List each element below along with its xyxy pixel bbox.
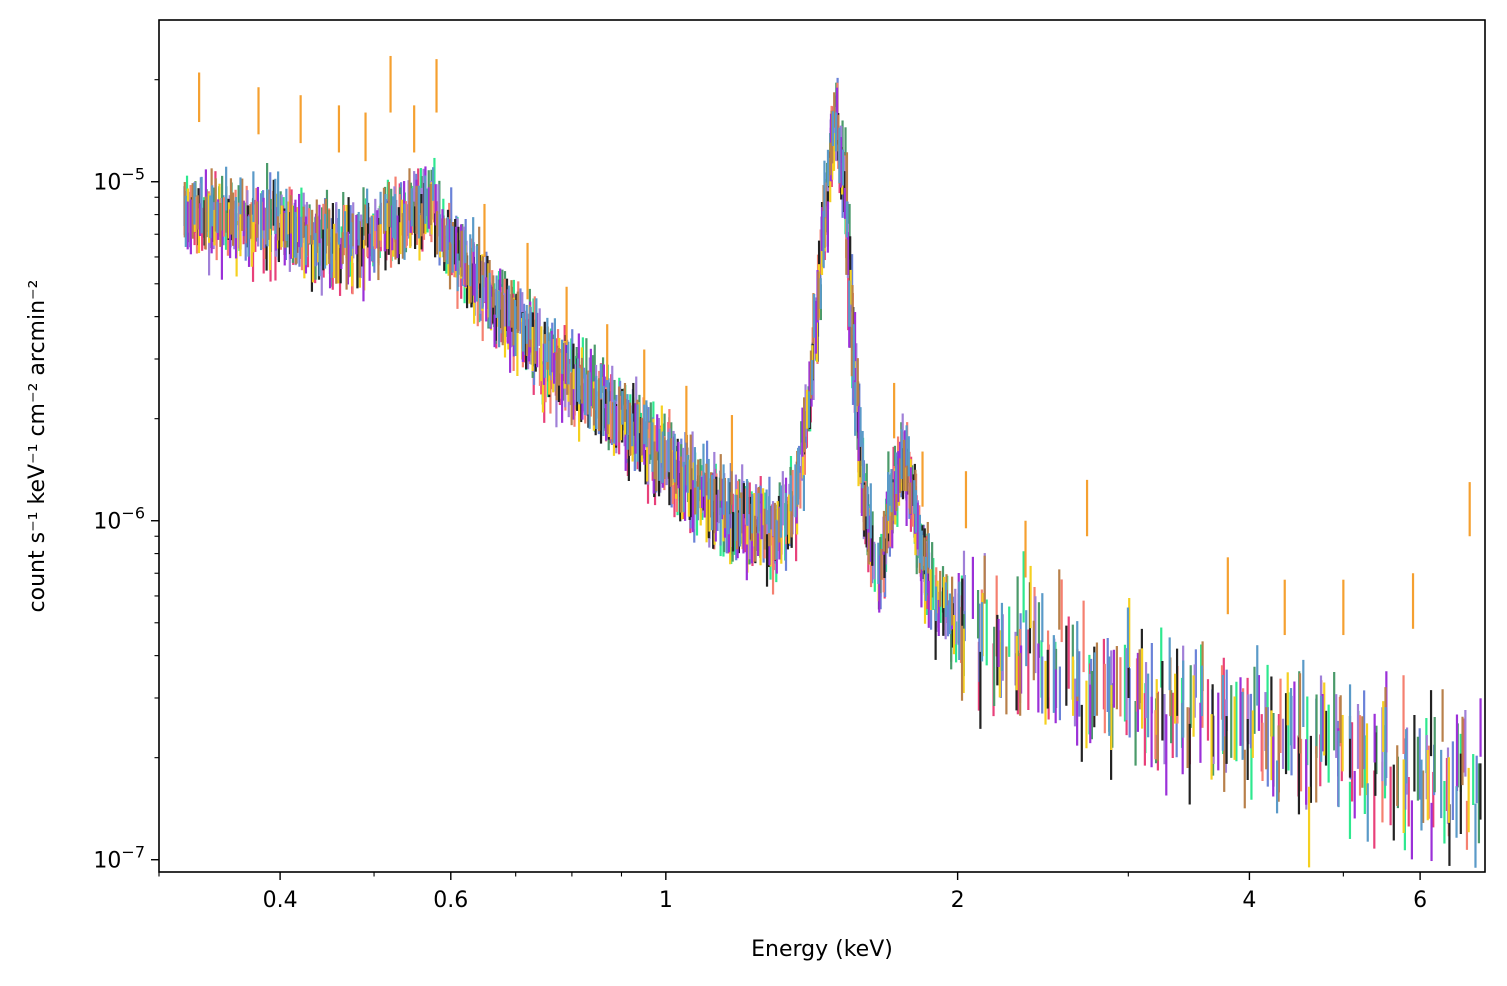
y-tick-label: 10−7	[93, 843, 145, 874]
x-axis: 0.4 0.6 1 2 4 6	[158, 872, 1427, 913]
x-tick-label: 0.4	[263, 888, 298, 913]
x-tick-label: 6	[1413, 888, 1427, 913]
x-tick-label: 2	[951, 888, 965, 913]
plot-frame	[158, 19, 1486, 873]
x-tick-label: 4	[1242, 888, 1256, 913]
x-tick-label: 1	[659, 888, 673, 913]
y-tick-label: 10−5	[93, 165, 145, 196]
y-tick-label: 10−6	[93, 504, 145, 535]
x-axis-label: Energy (keV)	[751, 937, 893, 962]
x-tick-label: 0.6	[433, 888, 468, 913]
data-points	[183, 55, 1482, 868]
y-axis: 10−5 10−6 10−7	[93, 79, 159, 874]
y-axis-label: count s⁻¹ keV⁻¹ cm⁻² arcmin⁻²	[25, 280, 50, 613]
